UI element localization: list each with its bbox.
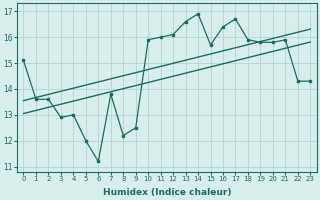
X-axis label: Humidex (Indice chaleur): Humidex (Indice chaleur) (103, 188, 231, 197)
